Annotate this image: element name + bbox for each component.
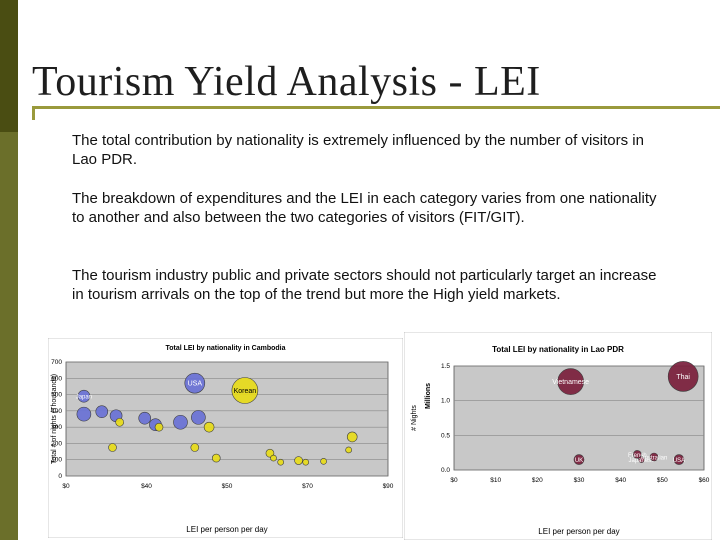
bubble-label: USA <box>188 381 203 388</box>
bubble <box>203 421 215 433</box>
y-axis-unit: Millions <box>425 383 432 409</box>
x-axis-label: LEI per person per day <box>186 525 267 534</box>
y-axis-label: Total # of nights (Thousands) <box>51 374 58 464</box>
x-tick-label: $50 <box>657 477 668 484</box>
bubble-label: Korean <box>234 388 257 395</box>
bubble <box>211 453 221 463</box>
chart-svg: Total LEI by nationality in Cambodia $0 $4… <box>47 337 404 539</box>
y-tick-label: 0.0 <box>441 467 450 474</box>
y-tick-label: 400 <box>51 408 62 415</box>
bubble <box>154 422 164 432</box>
bubble <box>115 417 124 427</box>
bubble <box>346 431 358 443</box>
bubble-label: Australian <box>641 456 668 462</box>
bubble <box>270 454 277 462</box>
y-tick-label: 1.5 <box>441 363 450 370</box>
bubble <box>76 406 92 422</box>
bubble-label: Japan <box>76 395 92 401</box>
x-tick-label: $0 <box>450 477 458 484</box>
x-tick-label: $60 <box>699 477 710 484</box>
x-axis-label: LEI per person per day <box>538 527 619 536</box>
title-underline <box>32 106 720 109</box>
y-axis-label: # Nights <box>411 405 418 431</box>
chart-lao: Total LEI by nationality in Lao PDR $0 $10… <box>403 331 713 541</box>
bubble <box>294 456 303 465</box>
x-tick-label: $30 <box>574 477 585 484</box>
bubble <box>108 443 117 452</box>
bubble <box>320 458 327 465</box>
title-underline-tick <box>32 106 35 120</box>
x-tick-label: $10 <box>490 477 501 484</box>
y-tick-label: 1.0 <box>441 398 450 405</box>
paragraph-2: The breakdown of expenditures and the LE… <box>72 190 657 226</box>
bubble-label: UK <box>575 458 583 464</box>
chart-svg: Total LEI by nationality in Lao PDR $0 $10… <box>403 331 713 541</box>
bubble <box>673 454 685 465</box>
x-tick-label: $20 <box>532 477 543 484</box>
y-tick-label: 0.5 <box>441 432 450 439</box>
bubble-label: Vietnamese <box>552 379 589 386</box>
y-tick-label: 600 <box>51 375 62 382</box>
bubble <box>649 452 659 462</box>
chart-title: Total LEI by nationality in Cambodia <box>165 345 285 352</box>
x-tick-label: $70 <box>302 483 313 490</box>
bubble <box>633 450 642 459</box>
y-tick-label: 100 <box>51 457 62 464</box>
y-tick-label: 0 <box>58 473 62 480</box>
bubble <box>77 389 91 403</box>
paragraph-3: The tourism industry public and private … <box>72 267 657 303</box>
bubble <box>667 361 699 392</box>
bubble-label: Japanese <box>628 458 655 464</box>
x-tick-label: $40 <box>615 477 626 484</box>
bubble <box>190 443 200 452</box>
bubble <box>231 377 259 404</box>
slide-title: Tourism Yield Analysis - LEI <box>32 59 541 105</box>
bubble-label: Thai <box>676 374 690 381</box>
bubble <box>345 446 352 454</box>
chart-cambodia: Total LEI by nationality in Cambodia $0 $4… <box>47 337 404 539</box>
bubble <box>95 405 109 418</box>
slide-sidebar-top <box>0 0 18 132</box>
x-tick-label: $40 <box>141 483 152 490</box>
y-tick-label: 500 <box>51 392 62 399</box>
bubble <box>573 454 585 465</box>
y-tick-label: 700 <box>51 359 62 366</box>
chart-title: Total LEI by nationality in Lao PDR <box>492 345 624 354</box>
bubble <box>173 414 188 430</box>
x-tick-label: $50 <box>222 483 233 490</box>
paragraph-1: The total contribution by nationality is… <box>72 132 644 168</box>
x-tick-label: $90 <box>383 483 394 490</box>
bubble <box>138 411 152 425</box>
y-tick-label: 300 <box>51 424 62 431</box>
bubble <box>638 456 645 463</box>
y-tick-label: 200 <box>51 440 62 447</box>
x-tick-label: $0 <box>62 483 70 490</box>
slide-sidebar <box>0 0 18 540</box>
bubble <box>302 458 310 466</box>
bubble <box>191 410 206 425</box>
bubble <box>184 372 206 394</box>
bubble-label: USA <box>673 458 685 464</box>
bubble <box>277 458 284 466</box>
bubble-label: French <box>628 453 647 459</box>
bubble <box>557 368 584 395</box>
